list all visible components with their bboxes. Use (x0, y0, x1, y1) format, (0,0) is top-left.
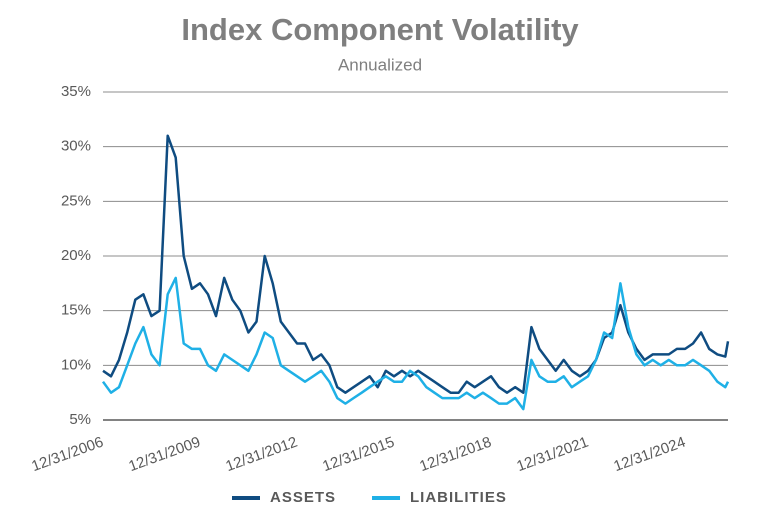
x-tick-label: 12/31/2006 (29, 434, 105, 476)
y-tick-label: 15% (61, 302, 91, 319)
x-tick-label: 12/31/2021 (514, 434, 590, 476)
x-tick-label: 12/31/2015 (320, 434, 396, 476)
legend-label: LIABILITIES (410, 489, 507, 506)
x-tick-label: 12/31/2024 (611, 434, 687, 476)
series-line (101, 276, 730, 411)
x-tick-label: 12/31/2018 (417, 434, 493, 476)
y-tick-label: 25% (61, 192, 91, 209)
chart-title: Index Component Volatility (181, 12, 579, 47)
y-tick-label: 35% (61, 83, 91, 100)
y-tick-label: 5% (69, 411, 91, 428)
y-tick-label: 20% (61, 247, 91, 264)
x-tick-label: 12/31/2009 (126, 434, 202, 476)
y-tick-label: 30% (61, 138, 91, 155)
legend-label: ASSETS (270, 489, 336, 506)
x-tick-label: 12/31/2012 (223, 434, 299, 476)
y-tick-label: 10% (61, 356, 91, 373)
series-line (102, 134, 730, 394)
chart-subtitle: Annualized (338, 55, 422, 74)
